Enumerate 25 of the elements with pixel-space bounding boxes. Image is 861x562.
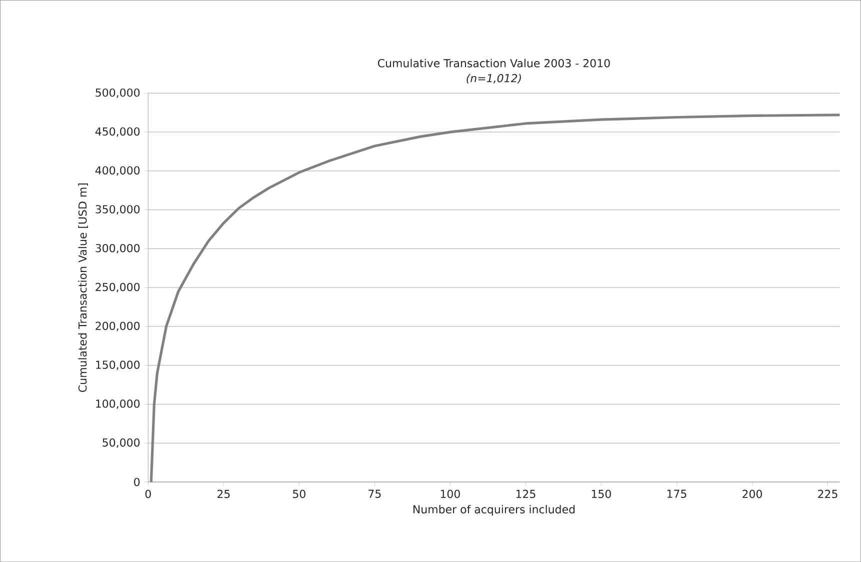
x-tick-label: 75 — [368, 490, 381, 498]
y-tick-label: 200,000 — [96, 322, 140, 332]
x-axis-title: Number of acquirers included — [413, 504, 575, 516]
x-tick-label: 125 — [516, 490, 536, 498]
x-tick-label: 150 — [592, 490, 611, 498]
y-tick-label: 0 — [134, 478, 140, 486]
x-tick-label: 200 — [742, 490, 762, 498]
y-tick-label: 300,000 — [96, 244, 140, 254]
y-tick-label: 350,000 — [96, 205, 140, 214]
y-tick-label: 450,000 — [95, 127, 140, 137]
chart-title: Cumulative Transaction Value 2003 - 2010 — [378, 58, 610, 68]
x-tick-label: 225 — [818, 490, 838, 498]
y-tick-label: 50,000 — [102, 438, 140, 448]
y-tick-label: 100,000 — [96, 399, 140, 409]
y-axis-title: Cumulated Transaction Value [USD m] — [78, 183, 88, 392]
y-tick-label: 400,000 — [95, 166, 140, 176]
x-tick-label: 0 — [145, 490, 151, 498]
x-tick-label: 25 — [217, 490, 230, 498]
chart-subtitle: (n=1,012) — [466, 74, 521, 84]
x-tick-label: 175 — [667, 490, 686, 498]
x-tick-label: 100 — [440, 490, 460, 498]
y-tick-label: 250,000 — [96, 282, 140, 292]
y-tick-label: 500,000 — [96, 88, 140, 98]
y-tick-label: 150,000 — [96, 360, 140, 370]
x-tick-label: 50 — [293, 490, 306, 498]
